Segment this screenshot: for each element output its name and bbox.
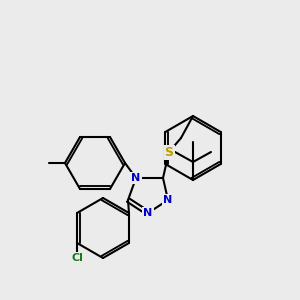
Text: N: N (131, 173, 141, 183)
Text: Cl: Cl (71, 253, 83, 263)
Text: N: N (164, 195, 172, 205)
Text: S: S (164, 146, 173, 158)
Text: N: N (143, 208, 153, 218)
